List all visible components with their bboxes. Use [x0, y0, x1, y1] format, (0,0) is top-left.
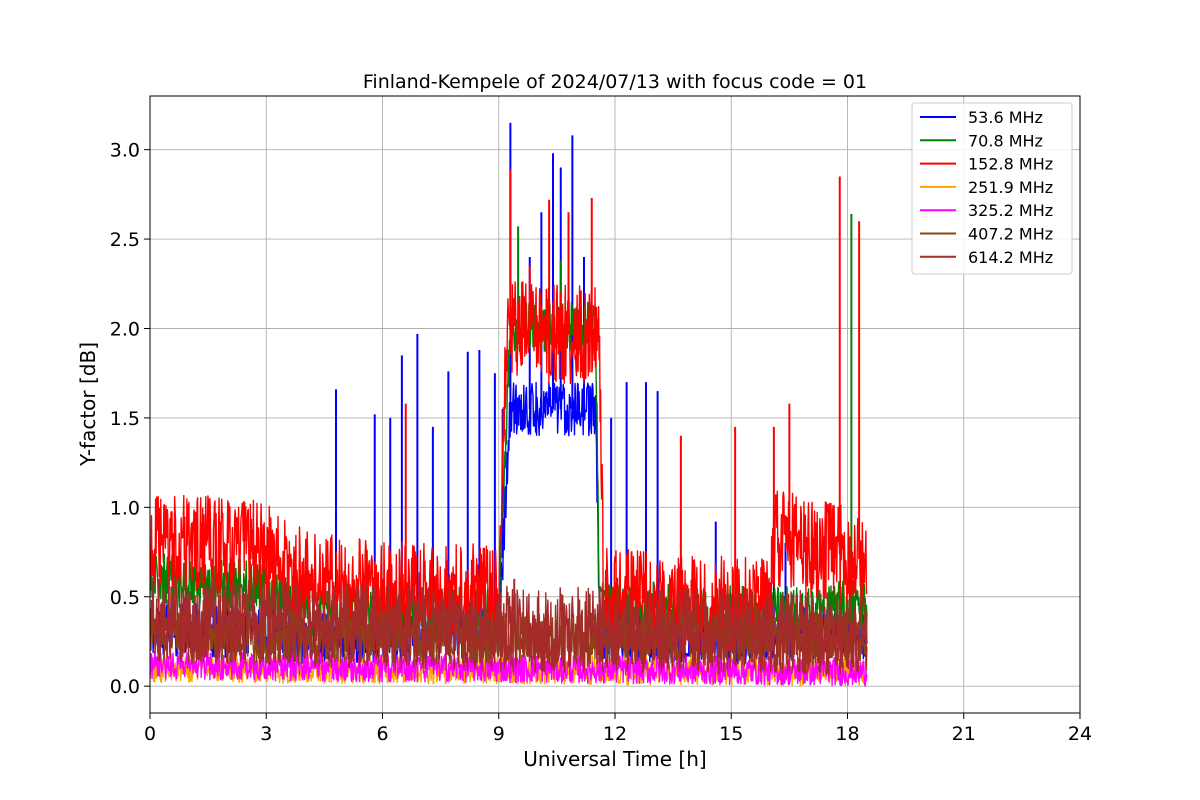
x-tick-label: 15 — [719, 723, 743, 745]
x-tick-label: 6 — [376, 723, 388, 745]
x-tick-label: 21 — [952, 723, 976, 745]
legend-label: 325.2 MHz — [968, 201, 1053, 220]
x-tick-label: 12 — [603, 723, 627, 745]
x-tick-label: 3 — [260, 723, 272, 745]
y-tick-label: 1.0 — [110, 497, 140, 519]
y-axis-ticks: 0.0 0.5 1.0 1.5 2.0 2.5 3.0 — [110, 140, 150, 698]
y-axis-label: Y-factor [dB] — [76, 342, 100, 467]
legend-label: 407.2 MHz — [968, 225, 1053, 244]
y-tick-label: 2.0 — [110, 318, 140, 340]
series-line — [150, 650, 868, 687]
legend-label: 251.9 MHz — [968, 178, 1053, 197]
legend-label: 614.2 MHz — [968, 248, 1053, 267]
y-tick-label: 0.5 — [110, 587, 140, 609]
x-axis-label: Universal Time [h] — [523, 747, 706, 771]
x-tick-label: 9 — [493, 723, 505, 745]
legend-box — [911, 102, 1073, 275]
x-tick-label: 0 — [144, 723, 156, 745]
x-axis-ticks: 0 3 6 9 12 15 18 21 24 — [144, 713, 1092, 745]
series-layer — [150, 122, 868, 687]
y-tick-label: 1.5 — [110, 408, 140, 430]
legend: 53.6 MHz 70.8 MHz 152.8 MHz 251.9 MHz 32… — [911, 102, 1073, 275]
x-tick-label: 24 — [1068, 723, 1092, 745]
legend-label: 53.6 MHz — [968, 108, 1043, 127]
legend-label: 70.8 MHz — [968, 131, 1043, 150]
series-line — [150, 575, 868, 675]
y-tick-label: 3.0 — [110, 140, 140, 162]
y-tick-label: 2.5 — [110, 229, 140, 251]
x-tick-label: 18 — [835, 723, 859, 745]
y-tick-label: 0.0 — [110, 676, 140, 698]
legend-label: 152.8 MHz — [968, 155, 1053, 174]
chart-title: Finland-Kempele of 2024/07/13 with focus… — [363, 71, 867, 93]
